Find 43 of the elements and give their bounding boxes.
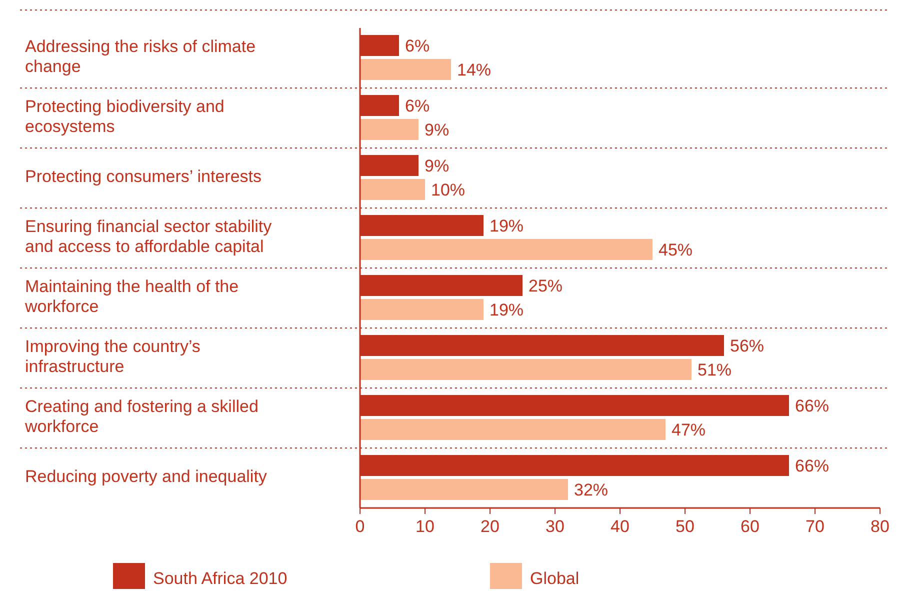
x-tick-label: 0 [355, 517, 365, 536]
bar [360, 419, 666, 440]
x-tick-label: 60 [740, 517, 760, 536]
x-tick-label: 40 [610, 517, 630, 536]
y-tick-label: Addressing the risks of climate change [25, 37, 256, 76]
y-tick-label: Improving the country’s infrastructure [25, 337, 200, 376]
data-label: 45% [658, 240, 693, 260]
data-label: 32% [574, 480, 608, 500]
bar [360, 299, 484, 320]
y-tick-label: Creating and fostering a skilled workforce [24, 397, 258, 436]
data-label: 6% [405, 96, 430, 116]
data-label: 10% [431, 180, 466, 200]
bar [360, 119, 418, 140]
data-label: 25% [528, 276, 563, 296]
y-tick-label: Protecting biodiversity and ecosystems [25, 97, 224, 136]
x-tick-label: 20 [480, 517, 500, 536]
x-tick-label: 50 [676, 517, 694, 536]
y-tick-label: Reducing poverty and inequality [25, 467, 268, 486]
bar [360, 359, 692, 380]
data-label: 19% [490, 216, 524, 236]
data-label: 19% [490, 300, 524, 320]
x-tick-label: 10 [416, 517, 434, 536]
y-tick-label: Protecting consumers’ interests [25, 167, 262, 186]
x-tick-label: 70 [806, 517, 824, 536]
bar [360, 179, 425, 200]
data-label: 56% [730, 336, 764, 356]
bar [360, 239, 652, 260]
y-tick-label: Maintaining the health of the workforce [24, 277, 239, 316]
data-label: 47% [672, 420, 706, 440]
y-tick-label: Ensuring financial sector stability and access to affordable capital [25, 217, 272, 256]
x-tick-label: 80 [870, 517, 890, 536]
data-label: 66% [795, 396, 830, 416]
legend-label: South Africa 2010 [153, 569, 288, 588]
data-label: 9% [424, 156, 450, 176]
data-label: 9% [424, 120, 450, 140]
data-label: 14% [457, 60, 492, 80]
legend-label: Global [530, 569, 580, 588]
bar [360, 59, 451, 80]
x-tick-label: 30 [546, 517, 564, 536]
data-label: 66% [795, 456, 830, 476]
data-label: 51% [698, 360, 732, 380]
data-label: 6% [405, 36, 430, 56]
bar [360, 479, 568, 500]
